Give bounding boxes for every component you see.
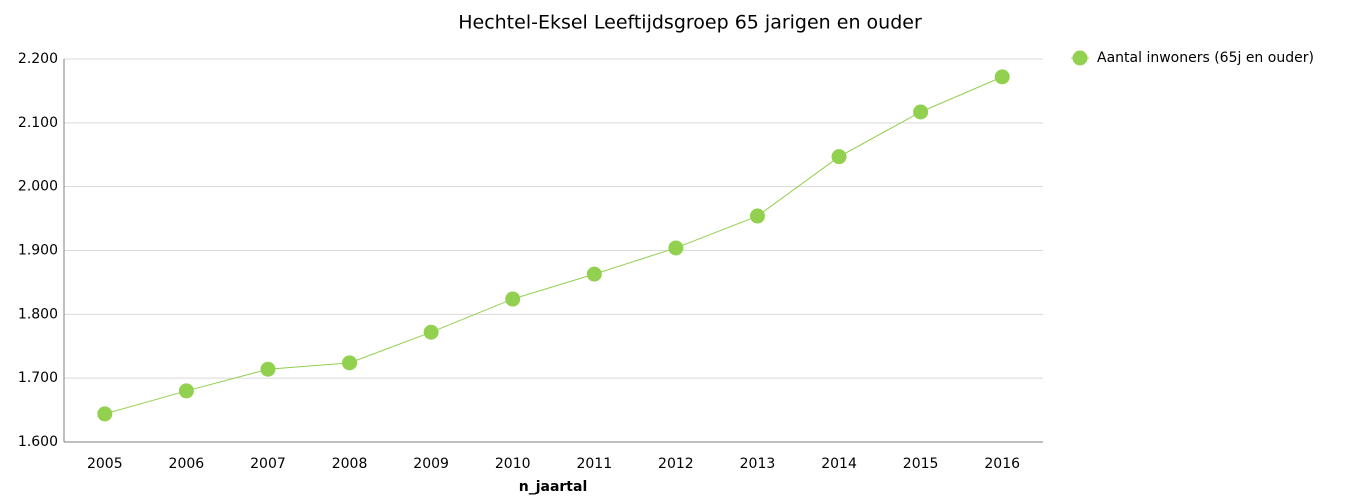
- y-tick-label: 1.600: [18, 434, 58, 450]
- x-tick-label: 2007: [250, 456, 286, 472]
- y-tick-label: 2.200: [18, 51, 58, 67]
- x-tick-label: 2013: [740, 456, 776, 472]
- x-tick-label: 2010: [495, 456, 531, 472]
- x-tick-label: 2009: [413, 456, 449, 472]
- data-point: [831, 149, 847, 165]
- x-tick-label: 2016: [984, 456, 1020, 472]
- y-tick-label: 2.100: [18, 115, 58, 131]
- chart-title: Hechtel-Eksel Leeftijdsgroep 65 jarigen …: [458, 12, 922, 34]
- data-point: [668, 240, 684, 256]
- data-point: [423, 324, 439, 340]
- x-tick-label: 2005: [87, 456, 123, 472]
- legend-label: Aantal inwoners (65j en ouder): [1097, 50, 1314, 66]
- x-axis-label: n_jaartal: [519, 479, 588, 495]
- x-tick-label: 2012: [658, 456, 694, 472]
- y-tick-label: 1.800: [18, 306, 58, 322]
- x-tick-label: 2015: [903, 456, 939, 472]
- y-tick-label: 2.000: [18, 179, 58, 195]
- data-point: [178, 383, 194, 399]
- data-point: [994, 69, 1010, 85]
- x-tick-label: 2008: [332, 456, 368, 472]
- data-point: [586, 266, 602, 282]
- data-point: [913, 104, 929, 120]
- data-point: [260, 361, 276, 377]
- legend-marker: [1072, 50, 1088, 66]
- y-tick-label: 1.900: [18, 243, 58, 259]
- data-point: [97, 406, 113, 422]
- x-tick-label: 2014: [821, 456, 857, 472]
- data-point: [749, 208, 765, 224]
- x-tick-label: 2006: [169, 456, 205, 472]
- x-tick-label: 2011: [576, 456, 612, 472]
- series-line: [104, 76, 1003, 415]
- y-tick-label: 1.700: [18, 370, 58, 386]
- data-point: [505, 291, 521, 307]
- data-point: [342, 355, 358, 371]
